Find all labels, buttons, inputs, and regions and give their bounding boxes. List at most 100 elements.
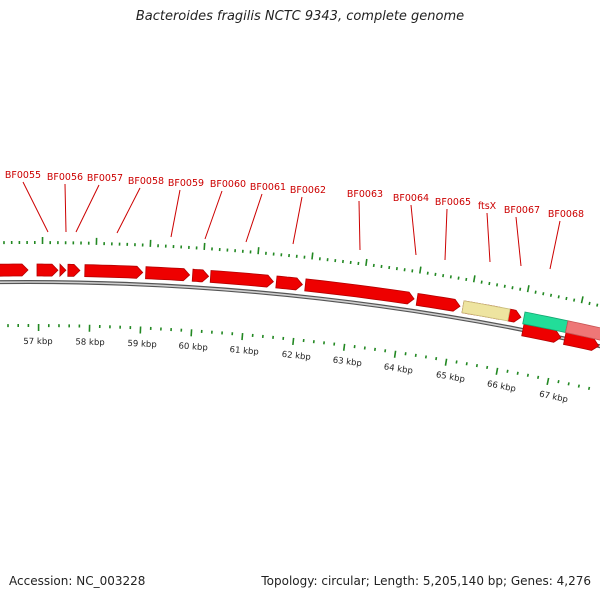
scale-label: 57 kbp [23, 337, 52, 347]
scale-minor-tick [516, 371, 519, 375]
scale-label: 60 kbp [178, 341, 208, 353]
minor-tick [542, 292, 545, 296]
pink-feature-block [565, 320, 600, 341]
gene-label-connector [170, 189, 181, 238]
minor-tick [511, 286, 514, 290]
major-tick [365, 258, 368, 267]
gene-label: BF0062 [290, 185, 326, 196]
scale-label: 58 kbp [75, 337, 104, 348]
minor-tick [534, 290, 537, 294]
minor-tick [557, 295, 560, 299]
gene-label: BF0059 [168, 178, 204, 189]
gene-label-connector [204, 190, 223, 240]
scale-minor-tick [587, 386, 591, 391]
cds-arrow [145, 266, 191, 282]
minor-tick [519, 287, 522, 291]
major-tick [472, 275, 476, 283]
gene-label-connector [116, 187, 141, 234]
gene-label: ftsX [478, 201, 497, 212]
gene-label: BF0067 [504, 205, 540, 216]
gene-label-connector [358, 200, 361, 251]
gene-label: BF0060 [210, 179, 246, 190]
scale-label: 66 kbp [486, 379, 517, 394]
genome-summary-text: Topology: circular; Length: 5,205,140 bp… [261, 574, 591, 588]
cds-arrow [304, 278, 415, 305]
scale-major-tick [292, 337, 295, 345]
scale-minor-tick [577, 384, 580, 388]
scale-minor-tick [486, 365, 489, 370]
scale-major-tick [342, 343, 346, 351]
minor-tick [503, 284, 506, 288]
gene-label: BF0058 [128, 176, 164, 187]
feature-track [0, 263, 600, 351]
minor-tick [480, 280, 483, 284]
minor-tick [549, 293, 553, 297]
scale-minor-tick [526, 373, 529, 377]
minor-tick [588, 301, 591, 306]
major-tick [419, 266, 422, 274]
gene-label-connector [64, 183, 67, 233]
gene-label-track: BF0055 BF0056 BF0057 BF0058 BF0059 BF0060 BF00… [5, 170, 584, 270]
cds-arrow [415, 293, 461, 312]
ftsx-feature-block [461, 300, 511, 322]
gene-label-connector [444, 208, 448, 261]
gene-label: BF0068 [548, 209, 584, 220]
cds-arrow [36, 263, 59, 277]
scale-minor-tick [567, 382, 570, 386]
scale-label: 63 kbp [332, 356, 362, 370]
gene-label: BF0056 [47, 172, 83, 183]
scale-label: 65 kbp [435, 370, 465, 385]
scale-major-tick [495, 367, 499, 375]
cds-arrow [84, 264, 144, 279]
minor-tick [596, 303, 599, 307]
scale-label: 59 kbp [127, 339, 157, 350]
major-tick [257, 247, 260, 255]
scale-minor-tick [537, 375, 540, 379]
cds-arrow [275, 275, 303, 291]
scale-label: 62 kbp [281, 350, 311, 363]
scale-minor-tick [475, 363, 478, 368]
cds-arrow [67, 263, 81, 277]
gene-label-connector [410, 204, 417, 256]
cds-arrow [0, 263, 29, 277]
scale-major-tick [546, 377, 550, 386]
scale-minor-tick [455, 360, 458, 364]
map-title: Bacteroides fragilis NCTC 9343, complete… [135, 9, 465, 24]
gene-label-connector [486, 212, 491, 263]
accession-text: Accession: NC_003228 [9, 574, 146, 588]
gene-label: BF0063 [347, 189, 383, 200]
minor-tick [496, 283, 499, 287]
gene-label: BF0064 [393, 193, 429, 204]
cds-arrow [507, 308, 522, 323]
scale-major-tick [393, 350, 397, 358]
cds-arrow [209, 270, 274, 288]
scale-minor-tick [506, 369, 509, 373]
minor-tick [573, 298, 576, 302]
gene-label-connector [75, 184, 100, 233]
major-tick [311, 252, 314, 260]
gene-label-connector [245, 193, 263, 243]
gene-label: BF0055 [5, 170, 41, 181]
gene-label-connector [515, 216, 522, 267]
gene-label-connector [292, 196, 303, 245]
scale-major-tick [444, 358, 448, 366]
cds-arrow [191, 268, 210, 283]
scale-major-tick [241, 333, 244, 341]
scale-label: 67 kbp [538, 390, 569, 406]
scale-minor-tick [557, 380, 560, 384]
gene-label: BF0057 [87, 173, 123, 184]
gene-label: BF0065 [435, 197, 471, 208]
gene-label: BF0061 [250, 182, 286, 193]
outer-tick-track [3, 237, 599, 307]
scale-label: 64 kbp [383, 362, 413, 376]
inner-scale-track: 57 kbp 58 kbp 59 kbp 60 kbp 61 kbp 62 kbp 63 k… [7, 323, 591, 406]
major-tick [526, 285, 530, 293]
minor-tick [488, 281, 491, 286]
scale-minor-tick [465, 362, 468, 366]
gene-label-connector [22, 181, 49, 233]
scale-label: 61 kbp [229, 345, 259, 357]
major-tick [580, 296, 584, 304]
cds-arrow [59, 263, 67, 278]
gene-label-connector [549, 220, 561, 270]
